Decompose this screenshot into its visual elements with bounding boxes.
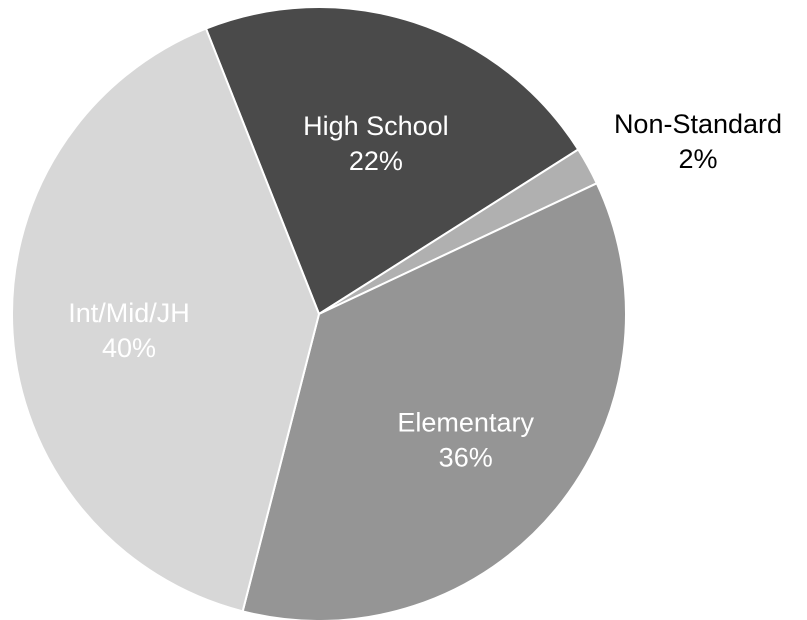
slice-percent-label: 22% (349, 146, 403, 176)
slice-category-label: Non-Standard (614, 109, 782, 139)
slice-percent-label: 40% (102, 333, 156, 363)
slice-label-high-school: High School 22% (303, 111, 449, 176)
pie-slice-high-school (204, 6, 580, 315)
slice-label-int-mid-jh: Int/Mid/JH 40% (68, 298, 190, 363)
slice-category-label: Int/Mid/JH (68, 298, 190, 328)
slice-percent-label: 2% (678, 144, 717, 174)
slice-label-elementary: Elementary 36% (397, 407, 534, 472)
pie-slices (11, 6, 627, 620)
pie-slice-elementary (241, 182, 627, 620)
slice-category-label: High School (303, 111, 449, 141)
slice-label-non-standard: Non-Standard 2% (614, 109, 782, 174)
pie-labels: High School 22% Non-Standard 2% Elementary 36… (68, 109, 782, 472)
slice-category-label: Elementary (397, 407, 534, 437)
slice-percent-label: 36% (439, 442, 493, 472)
pie-slice-int-mid-jh (11, 27, 320, 613)
